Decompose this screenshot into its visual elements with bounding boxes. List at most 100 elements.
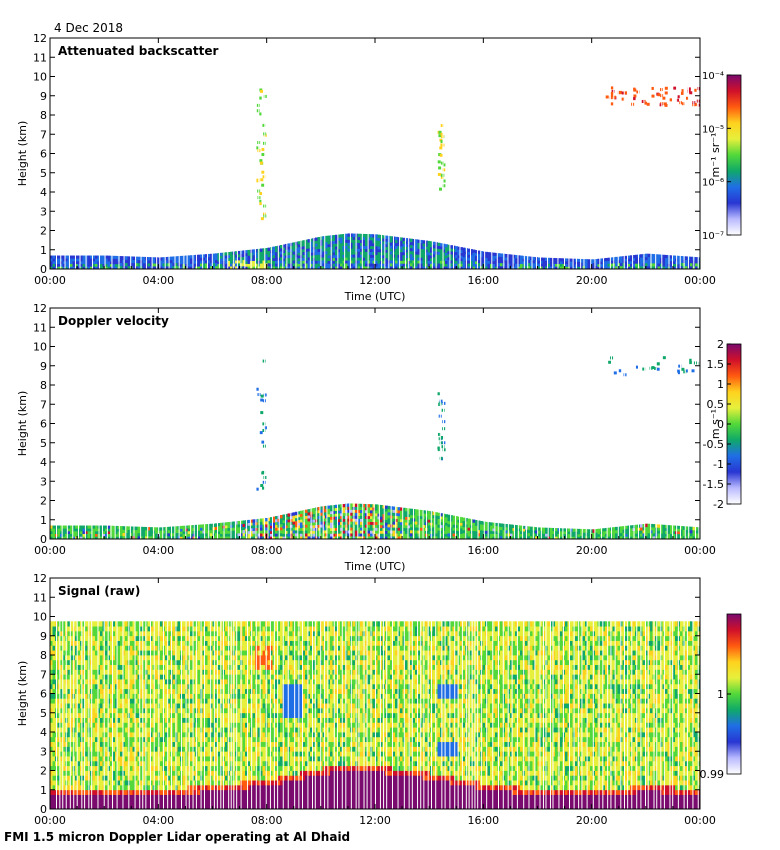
data-gap (357, 308, 359, 539)
velocity-cell (100, 525, 103, 529)
backscatter-cell (345, 260, 348, 264)
data-gap (535, 38, 537, 269)
y-tick-label: 10 (33, 341, 47, 354)
velocity-cell (367, 521, 371, 525)
backscatter-cell (170, 256, 173, 261)
velocity-cell (215, 532, 218, 537)
velocity-cell (597, 528, 601, 532)
velocity-cell (385, 519, 388, 523)
signal-cell (77, 630, 81, 637)
velocity-cell (112, 531, 116, 535)
data-gap (133, 308, 135, 539)
backscatter-cell (400, 243, 403, 247)
velocity-cell (300, 522, 303, 526)
backscatter-cell (240, 262, 243, 267)
backscatter-cell (372, 263, 376, 267)
backscatter-cell (77, 260, 81, 265)
backscatter-cell (290, 266, 293, 269)
backscatter-cell (430, 263, 433, 267)
backscatter-cell (577, 266, 581, 269)
signal-cell (105, 712, 108, 718)
data-gap (362, 308, 364, 539)
velocity-cell (437, 524, 441, 528)
signal-cell (95, 640, 98, 646)
velocity-cell (330, 513, 333, 517)
velocity-cell (342, 533, 346, 537)
velocity-cell (370, 536, 373, 539)
velocity-cell (440, 527, 443, 531)
velocity-cell (572, 528, 576, 532)
velocity-cell (320, 533, 323, 537)
velocity-cell (375, 524, 378, 528)
backscatter-cell (397, 254, 401, 258)
backscatter-cell (267, 253, 271, 258)
data-gap (507, 308, 509, 539)
signal-cell (100, 756, 103, 762)
data-gap (158, 308, 160, 539)
velocity-cell (135, 535, 138, 539)
velocity-cell (340, 530, 343, 534)
signal-cell (50, 799, 53, 805)
velocity-cell (227, 524, 231, 529)
velocity-cell (507, 530, 511, 534)
velocity-cell (497, 535, 501, 539)
backscatter-cell (72, 260, 76, 265)
backscatter-cell (377, 257, 381, 261)
signal-cell (77, 717, 81, 723)
signal-cell (82, 784, 86, 791)
backscatter-cell (462, 265, 466, 269)
backscatter-cell (62, 258, 66, 262)
signal-cell (110, 756, 113, 762)
signal-cell (77, 650, 81, 656)
velocity-cell (572, 533, 576, 537)
signal-cell (107, 741, 111, 747)
backscatter-cell (689, 91, 693, 95)
backscatter-cell (297, 246, 301, 250)
signal-cell (107, 655, 111, 661)
velocity-cell (92, 528, 96, 532)
backscatter-cell (90, 266, 93, 269)
velocity-cell (337, 515, 341, 520)
backscatter-cell (242, 265, 246, 269)
data-gap (341, 308, 343, 539)
signal-cell (92, 659, 96, 666)
backscatter-cell (347, 239, 351, 243)
backscatter-cell (527, 259, 531, 264)
data-gap (575, 38, 577, 269)
velocity-cell (232, 524, 236, 528)
backscatter-cell (305, 260, 308, 264)
backscatter-cell (345, 236, 348, 240)
backscatter-cell (362, 245, 366, 249)
backscatter-cell (405, 246, 408, 250)
backscatter-cell (427, 243, 431, 247)
velocity-cell (642, 367, 646, 371)
velocity-cell (445, 525, 448, 529)
signal-cell (105, 732, 108, 738)
signal-cell (95, 621, 98, 627)
signal-cell (57, 626, 61, 632)
backscatter-cell (230, 251, 233, 256)
velocity-cell (67, 530, 71, 535)
velocity-cell (662, 356, 666, 360)
data-gap (192, 38, 194, 269)
velocity-cell (405, 533, 408, 537)
velocity-cell (297, 522, 301, 526)
velocity-cell (197, 533, 201, 537)
signal-cell (60, 645, 63, 651)
signal-cell (67, 693, 71, 699)
backscatter-cell (255, 251, 258, 256)
velocity-cell (327, 522, 331, 526)
backscatter-cell (340, 266, 343, 269)
backscatter-cell (437, 266, 441, 269)
backscatter-cell (442, 168, 446, 172)
signal-cell (50, 655, 53, 661)
backscatter-cell (282, 263, 286, 267)
signal-cell (82, 756, 86, 762)
velocity-cell (102, 530, 106, 535)
backscatter-cell (352, 254, 356, 258)
velocity-cell (175, 526, 178, 530)
velocity-cell (492, 522, 496, 526)
signal-cell (105, 746, 108, 752)
signal-cell (97, 717, 101, 723)
